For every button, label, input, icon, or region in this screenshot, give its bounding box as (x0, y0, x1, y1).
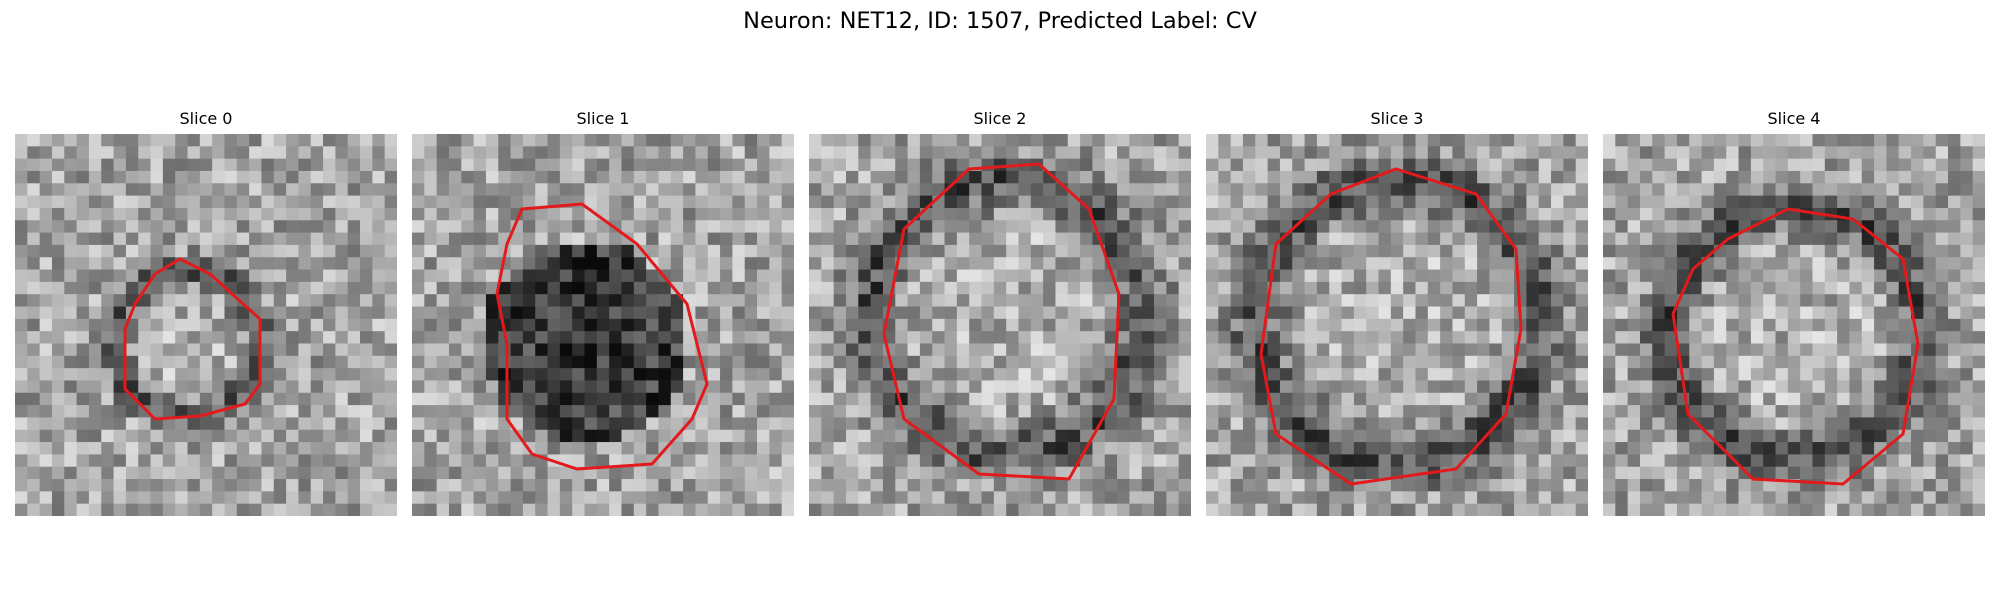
slice-panel-0: Slice 0 (15, 109, 397, 516)
figure-title: Neuron: NET12, ID: 1507, Predicted Label… (743, 8, 1257, 34)
roi-contour-0 (123, 257, 262, 421)
roi-contour-2 (882, 162, 1121, 481)
slice-image-4 (1603, 134, 1985, 516)
slice-panel-1: Slice 1 (412, 109, 794, 516)
roi-contour-4 (1671, 207, 1920, 486)
roi-contour-1 (495, 202, 709, 471)
slice-title-4: Slice 4 (1767, 109, 1821, 128)
slice-panel-4: Slice 4 (1603, 109, 1985, 516)
slice-image-2 (809, 134, 1191, 516)
slice-panel-3: Slice 3 (1206, 109, 1588, 516)
slice-title-3: Slice 3 (1370, 109, 1424, 128)
slice-image-1 (412, 134, 794, 516)
slice-title-1: Slice 1 (576, 109, 630, 128)
slice-title-2: Slice 2 (973, 109, 1027, 128)
slice-title-0: Slice 0 (179, 109, 233, 128)
slice-panel-2: Slice 2 (809, 109, 1191, 516)
slice-image-0 (15, 134, 397, 516)
roi-contour-3 (1259, 167, 1523, 486)
slice-image-3 (1206, 134, 1588, 516)
